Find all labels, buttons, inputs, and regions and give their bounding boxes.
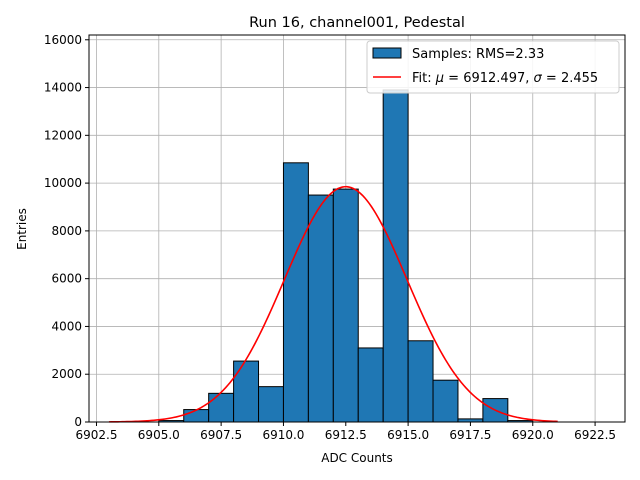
y-tick-label: 16000 [44,33,82,47]
y-tick-label: 6000 [51,272,82,286]
x-tick-label: 6917.5 [449,428,491,442]
x-axis-label: ADC Counts [321,451,393,465]
y-tick-label: 4000 [51,319,82,333]
histogram-bar [432,379,459,423]
histogram-bar [233,360,260,423]
x-tick-label: 6920.0 [512,428,554,442]
y-axis-ticks: 0 2000 4000 6000 8000 10000 12000 14000 16000 [44,33,89,429]
legend-label-fit: Fit: μ = 6912.497, σ = 2.455 [412,71,598,86]
x-tick-label: 6915.0 [387,428,429,442]
plot-area-frame [88,34,626,423]
histogram-bar [357,347,384,423]
y-tick-label: 0 [74,415,82,429]
fit-sigma-symbol: σ [534,71,543,86]
histogram-bars [158,89,534,423]
histogram-bar [258,386,284,423]
histogram-bar [307,194,334,423]
histogram-bar [382,89,409,423]
fit-curve [108,185,558,423]
histogram-bar [208,392,235,423]
fit-mu-value: 6912.497 [463,71,525,86]
x-tick-label: 6905.0 [138,428,180,442]
histogram-bar [332,188,359,423]
legend-swatch-samples [372,47,402,59]
x-axis-ticks: 6902.5 6905.0 6907.5 6910.0 6912.5 6915.0 6917… [75,422,616,442]
histogram-bar [183,409,210,423]
fit-label-prefix: Fit: [412,71,436,86]
y-tick-label: 14000 [44,81,82,95]
fit-mu-symbol: μ [435,71,444,86]
fit-sep: , [525,71,533,86]
legend: Samples: RMS=2.33 Fit: μ = 6912.497, σ =… [366,40,620,94]
y-tick-label: 12000 [44,128,82,142]
histogram-bar [282,162,309,423]
legend-box [366,40,620,94]
chart-title: Run 16, channel001, Pedestal [249,15,465,31]
legend-label-samples: Samples: RMS=2.33 [412,47,544,62]
x-tick-label: 6910.0 [262,428,304,442]
y-tick-label: 2000 [51,367,82,381]
y-axis-label: Entries [15,208,29,250]
y-tick-label: 10000 [44,176,82,190]
histogram-bar [407,340,434,423]
x-tick-label: 6912.5 [325,428,367,442]
x-tick-label: 6902.5 [75,428,117,442]
fit-sigma-eq: = [542,71,561,86]
y-tick-label: 8000 [51,224,82,238]
x-tick-label: 6922.5 [574,428,616,442]
fit-sigma-value: 2.455 [561,71,598,86]
fit-mu-eq: = [444,71,463,86]
x-tick-label: 6907.5 [200,428,242,442]
